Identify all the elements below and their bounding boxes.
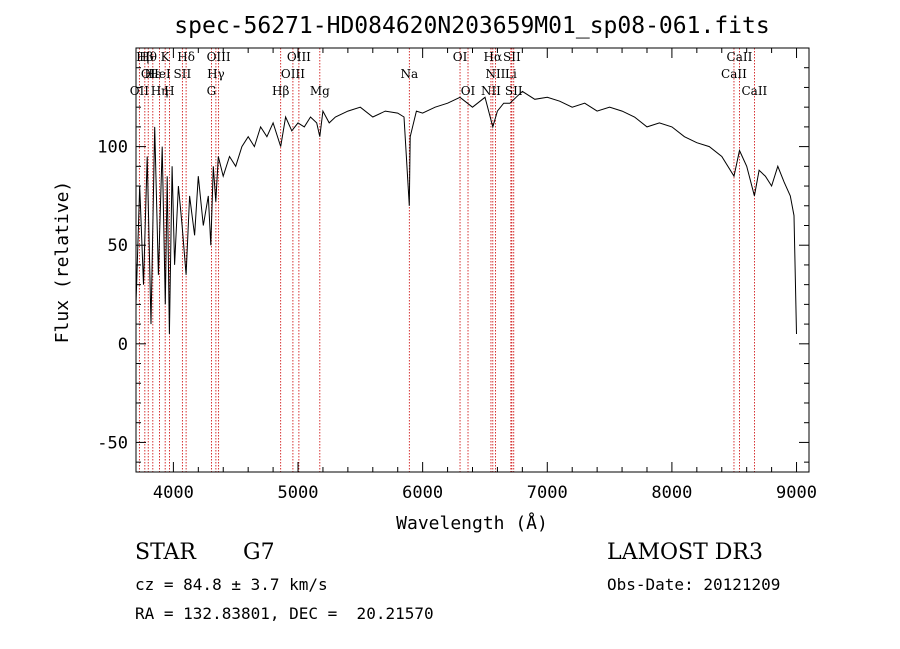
- y-axis-ticks: -50 0 50 100: [97, 47, 809, 463]
- flux-series-line: [135, 90, 797, 335]
- object-subclass: G7: [243, 540, 275, 565]
- chart-title: spec-56271-HD084620N203659M01_sp08-061.f…: [174, 13, 769, 39]
- line-label: NII: [485, 67, 505, 81]
- line-label: Hβ: [272, 84, 289, 98]
- line-label: H: [164, 84, 174, 98]
- line-label: K: [161, 50, 171, 64]
- y-tick-label: 50: [108, 236, 128, 256]
- x-tick-label: 9000: [776, 483, 817, 503]
- spectral-line-labels: Hβ OI OII Hθ Hε Hη K HeI H Hδ SII OIII Hγ G Hβ OIII OIII…: [130, 50, 768, 98]
- x-tick-label: 6000: [402, 483, 443, 503]
- line-label: OI: [453, 50, 468, 64]
- x-axis-label: Wavelength (Å): [396, 512, 548, 534]
- line-label: G: [207, 84, 217, 98]
- spectral-line-markers: [138, 48, 755, 472]
- y-tick-label: 0: [118, 335, 128, 355]
- line-label: CaII: [741, 84, 767, 98]
- line-label: OIII: [281, 67, 305, 81]
- redshift-velocity: cz = 84.8 ± 3.7 km/s: [135, 575, 328, 594]
- x-tick-label: 5000: [278, 483, 319, 503]
- line-label: Li: [505, 67, 517, 81]
- x-tick-label: 4000: [153, 483, 194, 503]
- plot-frame: [135, 47, 810, 473]
- line-label: SII: [503, 50, 521, 64]
- y-tick-label: -50: [97, 433, 128, 453]
- x-tick-label: 7000: [527, 483, 568, 503]
- line-label: Hη: [151, 84, 169, 98]
- ra-dec: RA = 132.83801, DEC = 20.21570: [135, 604, 434, 623]
- line-label: OI: [141, 67, 156, 81]
- line-label: Hδ: [177, 50, 195, 64]
- y-axis-label: Flux (relative): [52, 181, 73, 344]
- line-label: Hβ: [136, 50, 153, 64]
- line-label: Hα: [484, 50, 503, 64]
- line-label: OIII: [287, 50, 311, 64]
- line-label: Na: [400, 67, 418, 81]
- line-label: OI: [461, 84, 476, 98]
- line-label: Hγ: [207, 67, 225, 81]
- object-class: STAR: [135, 540, 196, 565]
- line-label: Mg: [310, 84, 330, 98]
- line-label: OII: [130, 84, 150, 98]
- line-label: CaII: [727, 50, 753, 64]
- line-label: OIII: [207, 50, 231, 64]
- survey-name: LAMOST DR3: [607, 540, 763, 565]
- line-label: Hθ: [139, 50, 157, 64]
- x-axis-ticks: 4000 5000 6000 7000 8000 9000: [153, 48, 817, 503]
- observation-date: Obs-Date: 20121209: [607, 575, 781, 594]
- line-label: NII: [481, 84, 501, 98]
- line-label: HeI: [148, 67, 171, 81]
- line-label: SII: [174, 67, 192, 81]
- x-tick-label: 8000: [651, 483, 692, 503]
- line-label: SII: [505, 84, 523, 98]
- line-label: Hε: [144, 67, 161, 81]
- line-label: CaII: [721, 67, 747, 81]
- y-tick-label: 100: [97, 138, 128, 158]
